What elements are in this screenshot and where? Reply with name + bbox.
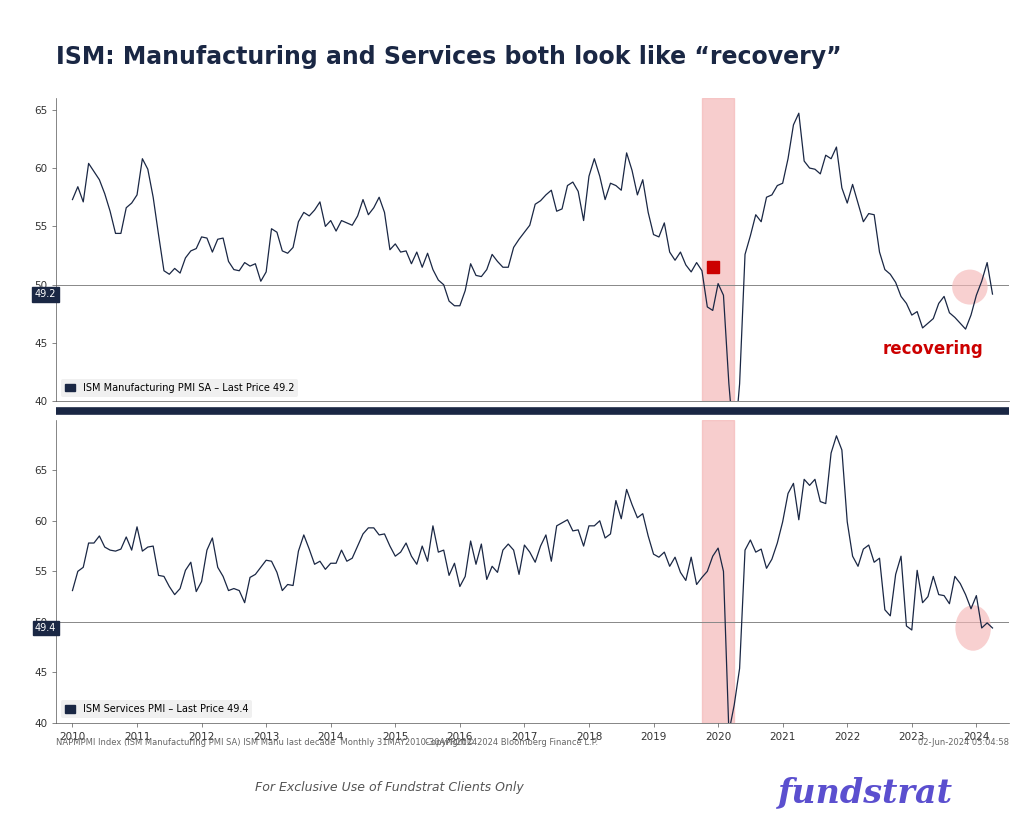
Text: NAPMPMI Index (ISM Manufacturing PMI SA) ISM Manu last decade  Monthly 31MAY2010: NAPMPMI Index (ISM Manufacturing PMI SA)… — [56, 738, 477, 747]
Text: For Exclusive Use of Fundstrat Clients Only: For Exclusive Use of Fundstrat Clients O… — [255, 781, 523, 794]
Ellipse shape — [955, 605, 991, 650]
Legend: ISM Services PMI – Last Price 49.4: ISM Services PMI – Last Price 49.4 — [61, 700, 252, 718]
Text: recovering: recovering — [883, 340, 983, 358]
Bar — [702, 98, 734, 401]
Text: 49.4: 49.4 — [35, 623, 56, 633]
Legend: ISM Manufacturing PMI SA – Last Price 49.2: ISM Manufacturing PMI SA – Last Price 49… — [61, 379, 298, 396]
Text: fundstrat: fundstrat — [778, 776, 953, 810]
Bar — [702, 420, 734, 723]
Text: Copyright© 2024 Bloomberg Finance L.P.: Copyright© 2024 Bloomberg Finance L.P. — [425, 738, 599, 747]
Text: ISM: Manufacturing and Services both look like “recovery”: ISM: Manufacturing and Services both loo… — [56, 46, 842, 69]
Ellipse shape — [952, 270, 988, 305]
Text: 49.2: 49.2 — [35, 289, 56, 299]
Text: 02-Jun-2024 05:04:58: 02-Jun-2024 05:04:58 — [918, 738, 1009, 747]
